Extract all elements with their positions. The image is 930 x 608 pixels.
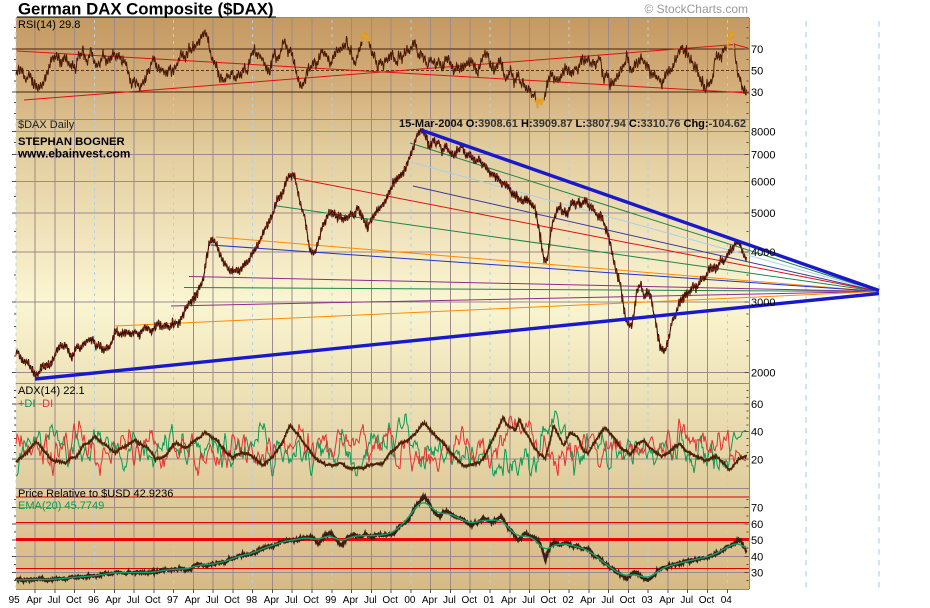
svg-text:Oct: Oct xyxy=(461,595,477,606)
svg-text:Jul: Jul xyxy=(680,595,693,606)
svg-text:3000: 3000 xyxy=(751,297,775,309)
svg-text:$DAX Daily: $DAX Daily xyxy=(18,119,75,131)
svg-text:Apr: Apr xyxy=(659,595,675,606)
svg-text:Apr: Apr xyxy=(26,595,42,606)
svg-text:97: 97 xyxy=(167,595,179,606)
svg-text:Apr: Apr xyxy=(580,595,596,606)
svg-text:Jul: Jul xyxy=(522,595,535,606)
svg-text:Apr: Apr xyxy=(422,595,438,606)
svg-text:Oct: Oct xyxy=(541,595,557,606)
svg-text:Oct: Oct xyxy=(699,595,715,606)
svg-text:RSI(14) 29.8: RSI(14) 29.8 xyxy=(18,19,80,31)
svg-text:50: 50 xyxy=(751,65,763,77)
svg-text:Oct: Oct xyxy=(66,595,82,606)
svg-text:04: 04 xyxy=(721,595,733,606)
svg-text:Apr: Apr xyxy=(343,595,359,606)
svg-text:Apr: Apr xyxy=(105,595,121,606)
svg-text:Oct: Oct xyxy=(620,595,636,606)
svg-text:03: 03 xyxy=(642,595,654,606)
svg-text:Oct: Oct xyxy=(224,595,240,606)
svg-text:98: 98 xyxy=(246,595,258,606)
svg-text:60: 60 xyxy=(751,399,763,411)
svg-text:Jul: Jul xyxy=(48,595,61,606)
svg-text:20: 20 xyxy=(751,454,763,466)
svg-text:70: 70 xyxy=(751,503,763,515)
svg-text:EMA(20) 45.7749: EMA(20) 45.7749 xyxy=(18,500,104,512)
svg-text:40: 40 xyxy=(751,427,763,439)
svg-text:Jul: Jul xyxy=(206,595,219,606)
svg-text:02: 02 xyxy=(563,595,575,606)
svg-text:Jul: Jul xyxy=(127,595,140,606)
svg-text:Apr: Apr xyxy=(264,595,280,606)
svg-text:Jul: Jul xyxy=(443,595,456,606)
svg-text:7000: 7000 xyxy=(751,150,775,162)
svg-text:© StockCharts.com: © StockCharts.com xyxy=(644,2,748,16)
svg-text:70: 70 xyxy=(751,44,763,56)
svg-text:4000: 4000 xyxy=(751,247,775,259)
svg-text:50: 50 xyxy=(751,535,763,547)
svg-text:Jul: Jul xyxy=(601,595,614,606)
svg-text:German DAX Composite ($DAX): German DAX Composite ($DAX) xyxy=(18,0,274,19)
svg-text:8000: 8000 xyxy=(751,127,775,139)
svg-text:Apr: Apr xyxy=(501,595,517,606)
svg-text:+DI -DI: +DI -DI xyxy=(18,398,53,410)
svg-text:5000: 5000 xyxy=(751,208,775,220)
svg-text:96: 96 xyxy=(88,595,100,606)
svg-text:60: 60 xyxy=(751,519,763,531)
svg-text:30: 30 xyxy=(751,568,763,580)
svg-text:Oct: Oct xyxy=(382,595,398,606)
svg-text:Jul: Jul xyxy=(285,595,298,606)
svg-text:6000: 6000 xyxy=(751,176,775,188)
svg-text:01: 01 xyxy=(483,595,495,606)
svg-text:Oct: Oct xyxy=(145,595,161,606)
svg-text:Price Relative to $USD 42.923: Price Relative to $USD 42.9236 xyxy=(18,488,173,500)
svg-text:2000: 2000 xyxy=(751,367,775,379)
svg-text:ADX(14) 22.1: ADX(14) 22.1 xyxy=(18,385,85,397)
svg-text:00: 00 xyxy=(404,595,416,606)
svg-text:Jul: Jul xyxy=(364,595,377,606)
svg-text:40: 40 xyxy=(751,551,763,563)
svg-text:95: 95 xyxy=(9,595,21,606)
svg-text:Oct: Oct xyxy=(303,595,319,606)
svg-text:30: 30 xyxy=(751,87,763,99)
svg-text:STEPHAN BOGNER: STEPHAN BOGNER xyxy=(18,136,125,148)
svg-text:Apr: Apr xyxy=(185,595,201,606)
svg-text:15-Mar-2004 O:3908.61 H:3909.8: 15-Mar-2004 O:3908.61 H:3909.87 L:3807.9… xyxy=(399,118,746,130)
svg-text:99: 99 xyxy=(325,595,337,606)
svg-text:www.ebainvest.com: www.ebainvest.com xyxy=(17,147,130,161)
